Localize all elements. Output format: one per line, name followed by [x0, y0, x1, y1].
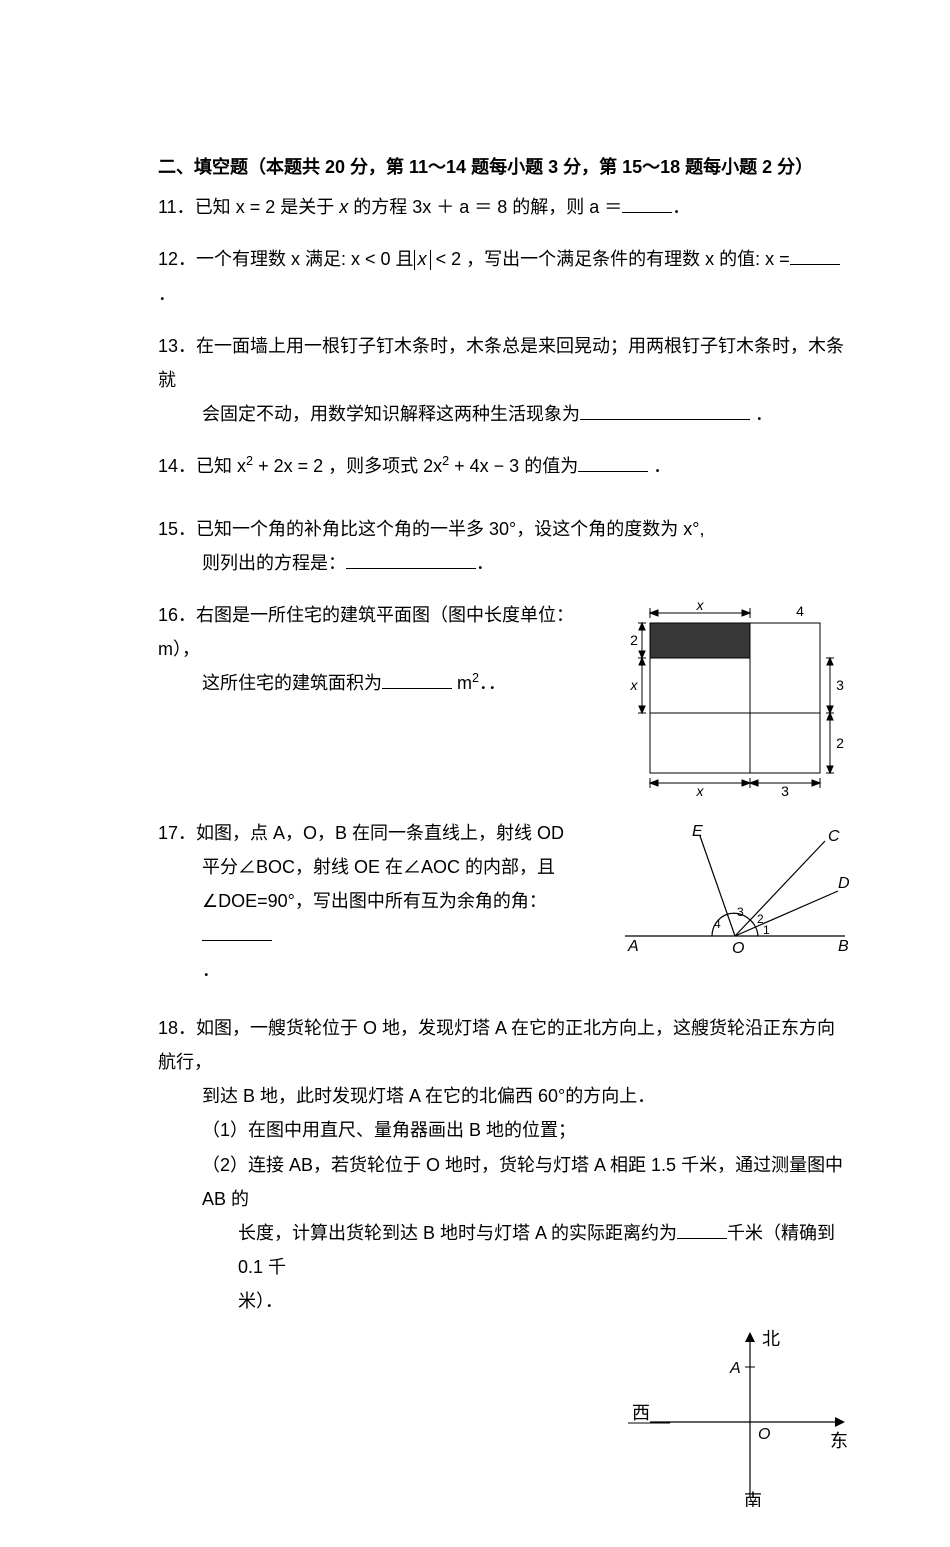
- dim-3: 3: [781, 783, 789, 798]
- q-text: 到达 B 地，此时发现灯塔 A 在它的北偏西 60°的方向上．: [202, 1086, 655, 1106]
- q-text: 如图，一艘货轮位于 O 地，发现灯塔 A 在它的正北方向上，这艘货轮沿正东方向航…: [158, 1018, 835, 1072]
- question-15: 15．已知一个角的补角比这个角的一半多 30°，设这个角的度数为 x°, 则列出…: [158, 512, 850, 580]
- blank-input[interactable]: [578, 471, 648, 472]
- q-text: 已知一个角的补角比这个角的一半多 30°，设这个角的度数为 x°,: [196, 519, 704, 539]
- q-text: ．: [158, 284, 176, 304]
- q-text: 的方程 3x ＋ a ＝ 8 的解，则 a ＝: [348, 197, 622, 217]
- label-C: C: [828, 828, 840, 845]
- q-number: 18．: [158, 1018, 196, 1038]
- label-O: O: [732, 940, 744, 957]
- angle-3: 3: [737, 905, 744, 919]
- label-D: D: [838, 875, 850, 892]
- angle-1: 1: [763, 923, 770, 937]
- q-text: 一个有理数 x 满足: x < 0 且: [196, 249, 414, 269]
- dim-2: 2: [630, 632, 638, 648]
- question-12: 12．一个有理数 x 满足: x < 0 且x < 2 ，写出一个满足条件的有理…: [158, 242, 850, 310]
- label-E: E: [692, 823, 703, 840]
- blank-input[interactable]: [677, 1238, 727, 1239]
- label-north: 北: [762, 1329, 780, 1349]
- angle-2: 2: [757, 912, 764, 926]
- q-text: 平分∠BOC，射线 OE 在∠AOC 的内部，且: [202, 857, 555, 877]
- question-14: 14．已知 x2 + 2x = 2 ，则多项式 2x2 + 4x − 3 的值为…: [158, 449, 850, 483]
- label-south: 南: [744, 1491, 762, 1507]
- q-number: 16．: [158, 605, 196, 625]
- q-text: ．: [648, 456, 671, 476]
- label-A: A: [729, 1360, 741, 1377]
- var-x: x: [339, 197, 348, 217]
- q-text: ，写出一个满足条件的有理数 x 的值: x =: [461, 249, 790, 269]
- question-17: 17．如图，点 A，O，B 在同一条直线上，射线 OD 平分∠BOC，射线 OE…: [158, 816, 850, 987]
- q-text: 会固定不动，用数学知识解释这两种生活现象为: [202, 404, 580, 424]
- blank-input[interactable]: [202, 940, 272, 941]
- q-text: （2）连接 AB，若货轮位于 O 地时，货轮与灯塔 A 相距 1.5 千米，通过…: [202, 1155, 843, 1209]
- label-A: A: [627, 938, 639, 955]
- q-text: 在一面墙上用一根钉子钉木条时，木条总是来回晃动；用两根钉子钉木条时，木条就: [158, 336, 844, 390]
- q-text: （1）在图中用直尺、量角器画出 B 地的位置；: [202, 1120, 576, 1140]
- worksheet-page: 二、填空题（本题共 20 分，第 11～14 题每小题 3 分，第 15～18 …: [0, 0, 950, 1547]
- q-text: ．: [672, 197, 690, 217]
- dim-3: 3: [836, 677, 844, 693]
- q-text: 这所住宅的建筑面积为: [202, 673, 382, 693]
- figure-compass: 北 南 西 东 O A: [158, 1327, 850, 1507]
- label-B: B: [838, 938, 849, 955]
- q-number: 13．: [158, 336, 196, 356]
- blank-input[interactable]: [580, 419, 750, 420]
- blank-input[interactable]: [346, 568, 476, 569]
- dim-x: x: [696, 598, 705, 613]
- q-number: 17．: [158, 823, 196, 843]
- q-text: 已知 x = 2 是关于: [195, 197, 340, 217]
- angle-4: 4: [714, 917, 721, 931]
- q-text: + 2x = 2 ，则多项式 2x: [253, 456, 442, 476]
- dim-x: x: [696, 783, 705, 798]
- q-text: 如图，点 A，O，B 在同一条直线上，射线 OD: [196, 823, 564, 843]
- blank-input[interactable]: [790, 264, 840, 265]
- q-text: < 2: [431, 249, 462, 269]
- q-text: ．: [750, 404, 773, 424]
- section-title: 二、填空题（本题共 20 分，第 11～14 题每小题 3 分，第 15～18 …: [158, 150, 850, 184]
- q-text: m: [452, 673, 472, 693]
- q-number: 12．: [158, 249, 196, 269]
- figure-angles: A B O C D E 1 2 3 4: [620, 816, 850, 966]
- blank-input[interactable]: [622, 212, 672, 213]
- figure-floor-plan: x 4 2 x: [630, 598, 850, 798]
- dim-x: x: [630, 677, 639, 693]
- q-text: 则列出的方程是：: [202, 553, 346, 573]
- q-text: 右图是一所住宅的建筑平面图（图中长度单位：m），: [158, 605, 574, 659]
- superscript: 2: [472, 671, 479, 685]
- q-number: 11．: [158, 197, 195, 217]
- q-number: 15．: [158, 519, 196, 539]
- blank-input[interactable]: [382, 688, 452, 689]
- question-16: 16．右图是一所住宅的建筑平面图（图中长度单位：m）， 这所住宅的建筑面积为 m…: [158, 598, 850, 798]
- q-text: + 4x − 3 的值为: [449, 456, 578, 476]
- dim-2: 2: [836, 735, 844, 751]
- question-18: 18．如图，一艘货轮位于 O 地，发现灯塔 A 在它的正北方向上，这艘货轮沿正东…: [158, 1011, 850, 1319]
- q-text: ．: [202, 960, 220, 980]
- q-text: 已知 x: [196, 456, 246, 476]
- q-text: ．: [476, 553, 494, 573]
- label-O: O: [758, 1426, 770, 1443]
- q-text: 长度，计算出货轮到达 B 地时与灯塔 A 的实际距离约为: [238, 1223, 677, 1243]
- dim-4: 4: [796, 603, 804, 619]
- q-text: 米）．: [238, 1291, 283, 1311]
- q-text: ∠DOE=90°，写出图中所有互为余角的角：: [202, 891, 547, 911]
- label-east: 东: [830, 1431, 848, 1451]
- question-11: 11．已知 x = 2 是关于 x 的方程 3x ＋ a ＝ 8 的解，则 a …: [158, 190, 850, 224]
- superscript: 2: [246, 454, 253, 468]
- question-13: 13．在一面墙上用一根钉子钉木条时，木条总是来回晃动；用两根钉子钉木条时，木条就…: [158, 329, 850, 432]
- abs-x: x: [414, 250, 431, 270]
- q-number: 14．: [158, 456, 196, 476]
- q-text: ．．: [479, 673, 506, 693]
- label-west: 西: [632, 1403, 650, 1423]
